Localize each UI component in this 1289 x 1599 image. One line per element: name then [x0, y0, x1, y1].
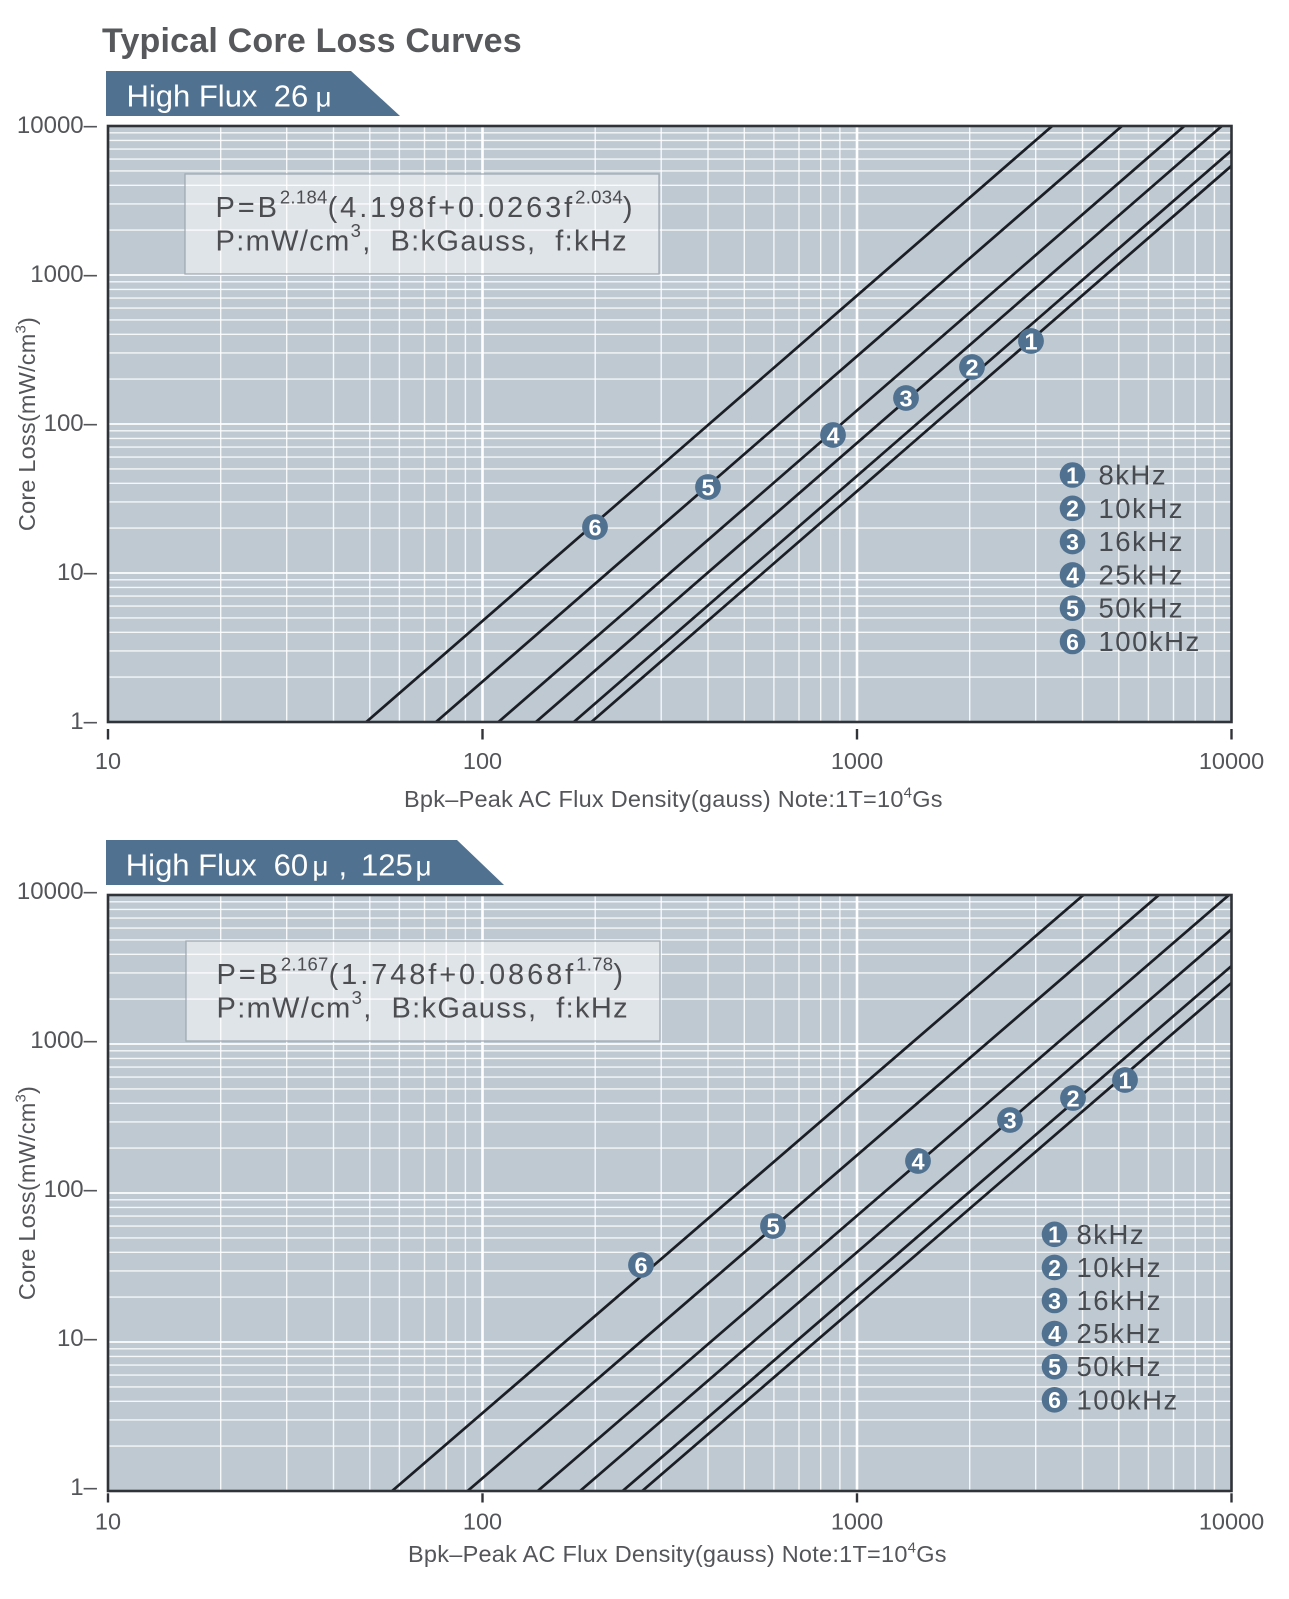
svg-text:16kHz: 16kHz [1099, 526, 1184, 557]
svg-text:Bpk–Peak AC Flux Density(gauss: Bpk–Peak AC Flux Density(gauss) Note:1T=… [408, 1540, 947, 1568]
svg-text:10000: 10000 [1199, 1509, 1264, 1535]
svg-text:5: 5 [1048, 1354, 1061, 1380]
svg-text:50kHz: 50kHz [1099, 593, 1184, 624]
svg-text:4: 4 [1048, 1321, 1061, 1347]
svg-text:3: 3 [1048, 1288, 1061, 1314]
svg-text:1: 1 [1048, 1222, 1061, 1248]
svg-text:1–: 1– [70, 1474, 97, 1501]
svg-text:Bpk–Peak AC Flux Density(gauss: Bpk–Peak AC Flux Density(gauss) Note:1T=… [404, 784, 943, 812]
svg-text:Typical Core Loss Curves: Typical Core Loss Curves [102, 22, 522, 60]
svg-text:8kHz: 8kHz [1077, 1219, 1146, 1250]
svg-text:10000: 10000 [1199, 748, 1264, 774]
svg-text:125: 125 [361, 848, 413, 883]
svg-text:P=B2.184(4.198f+0.0263f2.034): P=B2.184(4.198f+0.0263f2.034) [216, 187, 636, 225]
svg-text:4: 4 [1066, 562, 1079, 588]
svg-text:2: 2 [1066, 1086, 1079, 1112]
svg-text:10: 10 [95, 1509, 121, 1535]
svg-text:3: 3 [1066, 529, 1079, 555]
svg-text:8kHz: 8kHz [1099, 460, 1168, 491]
svg-text:10: 10 [95, 748, 121, 774]
svg-text:10–: 10– [57, 1325, 98, 1352]
svg-text:1–: 1– [70, 708, 97, 735]
svg-text:100kHz: 100kHz [1099, 626, 1201, 657]
svg-text:100: 100 [463, 748, 502, 774]
svg-text:10000–: 10000– [17, 112, 98, 139]
svg-text:26: 26 [274, 79, 308, 114]
svg-text:60: 60 [274, 848, 308, 883]
svg-text:P=B2.167(1.748f+0.0868f1.78): P=B2.167(1.748f+0.0868f1.78) [217, 954, 626, 992]
svg-text:6: 6 [1066, 629, 1079, 655]
svg-text:10000–: 10000– [17, 878, 98, 905]
svg-text:3: 3 [1003, 1108, 1016, 1134]
svg-text:5: 5 [1066, 596, 1079, 622]
svg-text:10kHz: 10kHz [1099, 493, 1184, 524]
svg-text:1000: 1000 [831, 1509, 883, 1535]
svg-text:5: 5 [701, 475, 714, 501]
svg-text:6: 6 [1048, 1387, 1061, 1413]
svg-text:16kHz: 16kHz [1077, 1285, 1162, 1316]
svg-text:25kHz: 25kHz [1099, 559, 1184, 590]
svg-text:100–: 100– [44, 1176, 98, 1203]
svg-text:2: 2 [1066, 496, 1079, 522]
svg-text:3: 3 [899, 386, 912, 412]
svg-text:P:mW/cm3, B:kGauss, f:kHz: P:mW/cm3, B:kGauss, f:kHz [217, 987, 630, 1025]
svg-text:μ: μ [416, 851, 432, 882]
svg-text:50kHz: 50kHz [1077, 1351, 1162, 1382]
svg-text:4: 4 [826, 423, 839, 449]
svg-text:High Flux: High Flux [126, 848, 257, 883]
svg-text:100–: 100– [44, 410, 98, 437]
svg-text:25kHz: 25kHz [1077, 1318, 1162, 1349]
svg-text:100: 100 [463, 1509, 502, 1535]
svg-text:μ: μ [316, 82, 332, 113]
svg-text:1: 1 [1066, 462, 1079, 488]
svg-text:2: 2 [1048, 1255, 1061, 1281]
svg-text:100kHz: 100kHz [1077, 1384, 1179, 1415]
svg-text:1: 1 [1024, 329, 1037, 355]
svg-text:2: 2 [965, 355, 978, 381]
svg-text:1000: 1000 [831, 748, 883, 774]
svg-text:Core Loss(mW/cm3): Core Loss(mW/cm3) [13, 1086, 41, 1300]
svg-text:P:mW/cm3, B:kGauss, f:kHz: P:mW/cm3, B:kGauss, f:kHz [216, 220, 629, 258]
svg-text:6: 6 [634, 1253, 647, 1279]
svg-text:μ: μ [312, 851, 328, 882]
svg-text:4: 4 [911, 1149, 924, 1175]
svg-text:6: 6 [588, 515, 601, 541]
svg-text:1000–: 1000– [30, 1027, 97, 1054]
svg-text:Core Loss(mW/cm3): Core Loss(mW/cm3) [13, 317, 41, 531]
svg-text:1000–: 1000– [30, 261, 97, 288]
svg-text:10–: 10– [57, 559, 98, 586]
svg-text:1: 1 [1118, 1068, 1131, 1094]
svg-text:10kHz: 10kHz [1077, 1252, 1162, 1283]
svg-text:,: , [339, 848, 348, 883]
svg-text:High Flux: High Flux [127, 79, 258, 114]
svg-text:5: 5 [766, 1214, 779, 1240]
